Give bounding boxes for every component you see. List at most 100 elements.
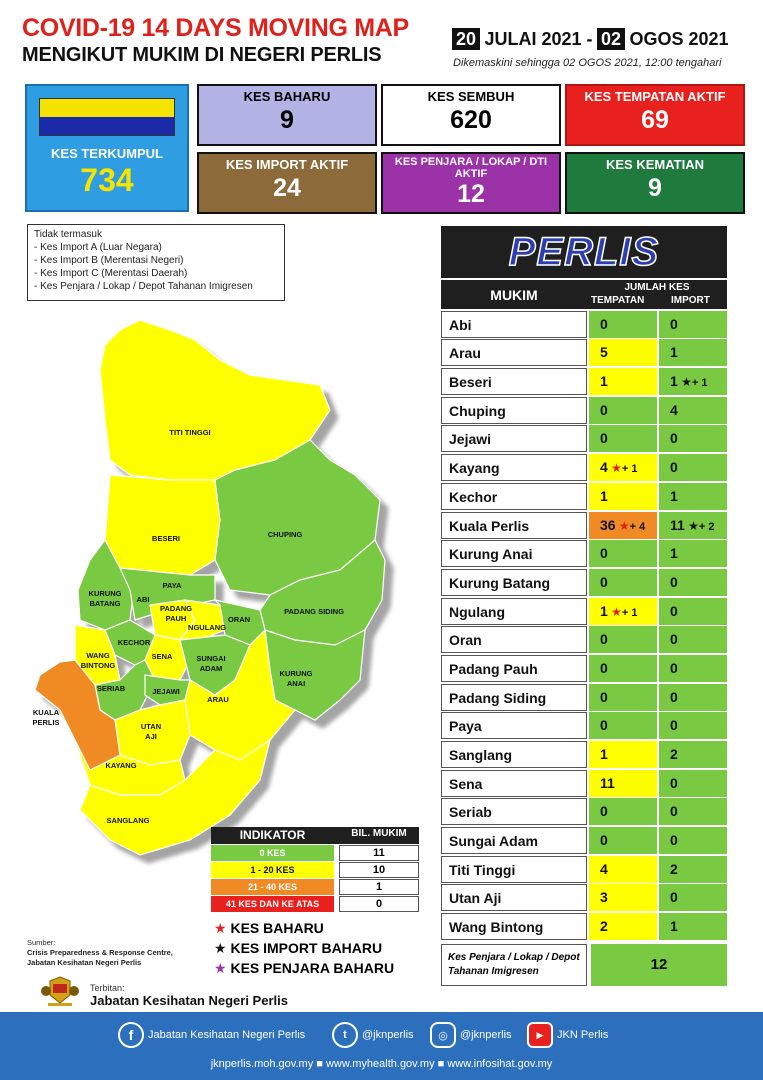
tempatan-new: + 4: [629, 520, 646, 533]
table-row: Utan Aji 3 0: [441, 884, 727, 912]
label-kayang: KAYANG: [105, 761, 136, 770]
date-end-day: 02: [596, 28, 626, 50]
indikator-category: 21 - 40 KES: [211, 879, 334, 895]
penjara-value: 12: [591, 944, 727, 986]
indikator-head-count: BIL. MUKIM: [351, 828, 407, 839]
penjara-label: Kes Penjara / Lokap / Depot Tahanan Imig…: [441, 944, 587, 986]
purple-star-icon: ★: [214, 960, 227, 976]
label-kechor: KECHOR: [118, 638, 151, 647]
black-star-icon: ★: [677, 375, 692, 390]
import-cell: 0: [659, 769, 727, 797]
label-padang-siding: PADANG SIDING: [284, 607, 344, 616]
table-row: Kuala Perlis 36 ★+ 4 11 ★+ 2: [441, 511, 727, 539]
tempatan-cell: 0: [589, 827, 657, 855]
table-row: Titi Tinggi 4 2: [441, 855, 727, 883]
date-start-rest: JULAI 2021 -: [484, 29, 593, 49]
publisher: Terbitan: Jabatan Kesihatan Negeri Perli…: [90, 983, 288, 1008]
red-star-icon: ★: [607, 461, 622, 476]
tempatan-cell: 0: [589, 654, 657, 682]
tempatan-cell: 1 ★+ 1: [589, 597, 657, 625]
label-chuping: CHUPING: [268, 530, 303, 539]
label-kurung: KURUNG: [89, 589, 122, 598]
twitter-link[interactable]: t @jknperlis: [332, 1022, 414, 1048]
perlis-flag-icon: [39, 98, 175, 136]
url-myhealth[interactable]: www.myhealth.gov.my: [325, 1058, 435, 1070]
import-cell: 0: [659, 683, 727, 711]
indikator-count: 10: [339, 862, 419, 878]
label-utan: UTAN: [141, 722, 161, 731]
mukim-name: Padang Pauh: [441, 654, 587, 682]
legend-kes-baharu: ★ KES BAHARU: [214, 920, 324, 936]
facebook-icon: f: [118, 1022, 144, 1048]
black-star-icon: ★: [684, 518, 699, 533]
kes-import-aktif-value: 24: [273, 174, 301, 202]
label-perlis: PERLIS: [32, 718, 59, 727]
import-cell: 11 ★+ 2: [659, 511, 727, 539]
mukim-name: Kechor: [441, 482, 587, 510]
table-row: Oran 0 0: [441, 626, 727, 654]
table-row: Sungai Adam 0 0: [441, 827, 727, 855]
tempatan-cell: 1: [589, 741, 657, 768]
indikator-row: 1 - 20 KES 10: [211, 862, 419, 878]
indikator-head-label: INDIKATOR: [239, 828, 306, 842]
tempatan-cell: 0: [589, 396, 657, 424]
label-titi-tinggi: TITI TINGGI: [169, 428, 210, 437]
tempatan-value: 1: [600, 746, 608, 762]
tempatan-cell: 0: [589, 425, 657, 453]
youtube-icon: ▶: [527, 1022, 553, 1048]
table-row: Kechor 1 1: [441, 482, 727, 510]
tempatan-value: 2: [600, 918, 608, 935]
indikator-header: INDIKATOR BIL. MUKIM: [211, 827, 419, 844]
import-cell: 1: [659, 339, 727, 367]
label-paya: PAYA: [163, 581, 182, 590]
mukim-name: Sena: [441, 769, 587, 797]
indikator-row: 21 - 40 KES 1: [211, 879, 419, 895]
kes-sembuh-value: 620: [450, 106, 492, 134]
import-value: 1: [670, 373, 678, 390]
mukim-name: Wang Bintong: [441, 913, 587, 941]
col-mukim: MUKIM: [490, 287, 538, 303]
tempatan-value: 0: [600, 688, 608, 705]
date-range: 20 JULAI 2021 - 02 OGOS 2021: [452, 28, 729, 50]
import-cell: 1: [659, 482, 727, 510]
import-value: 0: [670, 688, 678, 705]
import-value: 1: [670, 918, 678, 935]
mukim-name: Arau: [441, 339, 587, 367]
url-infosihat[interactable]: www.infosihat.gov.my: [447, 1058, 553, 1070]
tempatan-value: 0: [600, 803, 608, 820]
indikator-category: 1 - 20 KES: [211, 862, 334, 878]
exclusion-note: Tidak termasuk - Kes Import A (Luar Nega…: [27, 224, 285, 301]
import-value: 0: [670, 573, 678, 590]
table-row: Sanglang 1 2: [441, 741, 727, 768]
col-import: IMPORT: [671, 295, 710, 306]
tempatan-value: 0: [600, 401, 608, 418]
tempatan-value: 4: [600, 860, 608, 877]
indikator-count: 0: [339, 896, 419, 912]
kes-terkumpul-value: 734: [80, 162, 134, 198]
kes-terkumpul-box: KES TERKUMPUL 734: [25, 84, 189, 212]
black-star-icon: ★: [214, 940, 227, 956]
tempatan-cell: 0: [589, 568, 657, 596]
youtube-link[interactable]: ▶ JKN Perlis: [527, 1022, 608, 1048]
label-oran: ORAN: [228, 615, 250, 624]
title-main: COVID-19 14 DAYS MOVING MAP: [22, 14, 409, 42]
updated-note: Dikemaskini sehingga 02 OGOS 2021, 12:00…: [453, 57, 722, 69]
kes-tempatan-aktif-value: 69: [641, 106, 669, 134]
red-star-icon: ★: [607, 604, 622, 619]
instagram-link[interactable]: ◎ @jknperlis: [430, 1022, 512, 1048]
url-jknperlis[interactable]: jknperlis.moh.gov.my: [210, 1058, 314, 1070]
facebook-link[interactable]: f Jabatan Kesihatan Negeri Perlis: [118, 1022, 305, 1048]
label-sanglang: SANGLANG: [107, 816, 150, 825]
import-cell: 0: [659, 798, 727, 826]
tempatan-cell: 2: [589, 913, 657, 941]
tempatan-cell: 5: [589, 339, 657, 367]
mukim-table: PERLIS MUKIM JUMLAH KES TEMPATAN IMPORT …: [441, 226, 727, 941]
label-sungai: SUNGAI: [196, 654, 225, 663]
exclusion-item: - Kes Import B (Merentasi Negeri): [34, 255, 184, 266]
import-cell: 2: [659, 741, 727, 768]
indikator-count: 11: [339, 845, 419, 861]
label-batang: BATANG: [90, 599, 121, 608]
kes-sembuh-box: KES SEMBUH 620: [381, 84, 561, 146]
